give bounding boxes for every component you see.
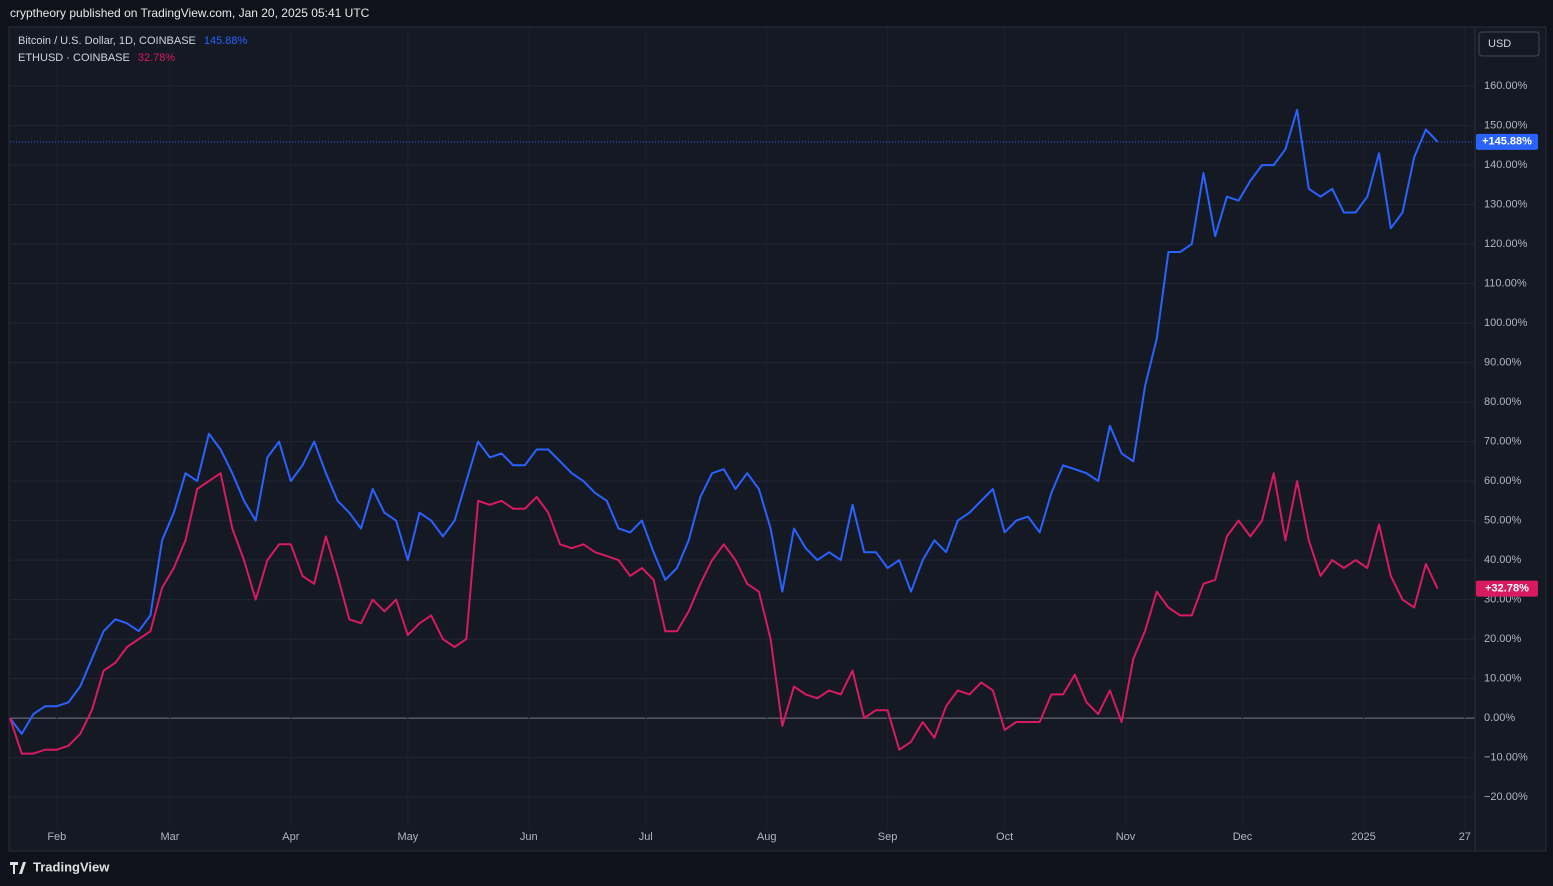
x-tick-label: Aug <box>757 831 777 843</box>
y-tick-label: 150.00% <box>1484 119 1528 131</box>
legend-eth: ETHUSD · COINBASE 32.78% <box>18 52 175 64</box>
lines <box>9 108 1475 755</box>
currency-button-label[interactable]: USD <box>1488 38 1511 50</box>
legend-name: ETHUSD · COINBASE <box>18 52 130 64</box>
x-tick-label: 2025 <box>1351 831 1375 843</box>
y-tick-label: 10.00% <box>1484 672 1522 684</box>
x-tick-label: Sep <box>878 831 898 843</box>
x-tick-label: May <box>397 831 418 843</box>
y-tick-label: 90.00% <box>1484 356 1522 368</box>
x-tick-label: Apr <box>282 831 299 843</box>
y-tick-label: −10.00% <box>1484 751 1528 763</box>
x-tick-label: 27 <box>1459 831 1471 843</box>
y-tick-label: 140.00% <box>1484 159 1528 171</box>
y-tick-label: 40.00% <box>1484 554 1522 566</box>
header: cryptheory published on TradingView.com,… <box>10 6 370 20</box>
y-tick-label: 120.00% <box>1484 238 1528 250</box>
x-tick-label: Oct <box>996 831 1013 843</box>
currency-button[interactable] <box>1478 31 1540 57</box>
price-badge-label: +32.78% <box>1485 582 1529 594</box>
series-line <box>9 472 1439 755</box>
legend-btc: Bitcoin / U.S. Dollar, 1D, COINBASE 145.8… <box>18 35 248 47</box>
price-badge <box>1476 133 1538 150</box>
grid <box>10 28 1475 828</box>
y-tick-label: 160.00% <box>1484 80 1528 92</box>
y-tick-label: 50.00% <box>1484 514 1522 526</box>
price-badge-label: +145.88% <box>1482 136 1532 148</box>
y-tick-label: 80.00% <box>1484 396 1522 408</box>
x-tick-label: Nov <box>1116 831 1136 843</box>
legend-name: Bitcoin / U.S. Dollar, 1D, COINBASE <box>18 35 196 47</box>
y-tick-label: 0.00% <box>1484 712 1515 724</box>
chart-frame <box>8 26 1547 852</box>
series-line <box>9 108 1439 735</box>
legend-value: 145.88% <box>204 35 248 47</box>
logo: TradingView <box>10 859 110 874</box>
x-tick-label: Dec <box>1233 831 1253 843</box>
y-tick-label: 70.00% <box>1484 435 1522 447</box>
y-tick-label: 130.00% <box>1484 198 1528 210</box>
x-tick-label: Mar <box>160 831 179 843</box>
y-tick-label: 60.00% <box>1484 475 1522 487</box>
x-tick-label: Jun <box>520 831 538 843</box>
y-tick-label: 100.00% <box>1484 317 1528 329</box>
price-badge <box>1476 580 1538 597</box>
logo-icon <box>10 862 26 874</box>
x-tick-label: Jul <box>639 831 653 843</box>
x-tick-label: Feb <box>47 831 66 843</box>
y-tick-label: 110.00% <box>1484 277 1527 289</box>
legend-value: 32.78% <box>138 52 176 64</box>
footer-brand: TradingView <box>33 859 110 874</box>
y-tick-label: −20.00% <box>1484 791 1528 803</box>
y-tick-label: 20.00% <box>1484 633 1522 645</box>
